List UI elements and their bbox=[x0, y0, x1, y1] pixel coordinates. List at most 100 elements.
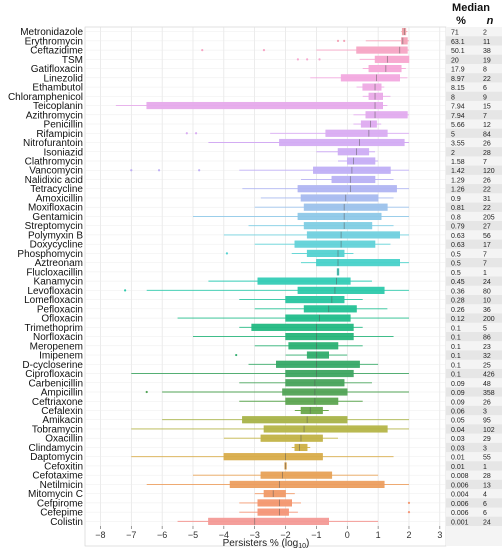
table-header-median: Median bbox=[452, 2, 490, 14]
drug-label: Linezolid bbox=[44, 73, 83, 84]
median-percent-value: 0.006 bbox=[451, 510, 469, 517]
n-value: 7 bbox=[483, 159, 487, 166]
box bbox=[257, 277, 351, 285]
drug-label: Phosphomycin bbox=[17, 249, 83, 260]
x-tick-label: 1 bbox=[376, 530, 381, 540]
median-percent-value: 0.09 bbox=[451, 381, 465, 388]
drug-label: Metronidazole bbox=[20, 27, 83, 38]
drug-label: Amoxicillin bbox=[36, 193, 83, 204]
n-value: 22 bbox=[483, 205, 491, 212]
median-percent-value: 5.66 bbox=[451, 122, 465, 129]
box-doxycycline bbox=[254, 240, 391, 248]
table-stripe bbox=[446, 202, 502, 212]
n-value: 12 bbox=[483, 122, 491, 129]
n-value: 2 bbox=[483, 30, 487, 37]
n-value: 7 bbox=[483, 113, 487, 120]
drug-label: Vancomycin bbox=[29, 166, 83, 177]
drug-label: Colistin bbox=[50, 517, 83, 528]
box bbox=[263, 425, 388, 433]
median-percent-value: 0.8 bbox=[451, 214, 461, 221]
median-percent-value: 1.29 bbox=[451, 177, 465, 184]
outlier-point bbox=[407, 511, 411, 514]
n-value: 48 bbox=[483, 381, 491, 388]
median-percent-value: 0.01 bbox=[451, 464, 465, 471]
median-percent-value: 0.81 bbox=[451, 205, 465, 212]
table-header-n: n bbox=[487, 15, 494, 27]
x-axis-title-subscript: 10 bbox=[298, 543, 306, 550]
box bbox=[306, 351, 330, 359]
table-stripe bbox=[446, 258, 502, 268]
box-meropenem bbox=[254, 342, 363, 350]
median-percent-value: 71 bbox=[451, 30, 459, 37]
outlier-point bbox=[130, 169, 133, 172]
box-polymyxin-b bbox=[223, 231, 409, 239]
box-levofloxacin bbox=[124, 286, 409, 294]
x-axis: −8 −7 −6 −5 −4 −3 −2 −1 0 1 2 3 bbox=[95, 526, 442, 540]
box-tobramycin bbox=[131, 425, 409, 433]
box-series bbox=[115, 28, 411, 525]
box-penicillin bbox=[353, 120, 382, 128]
median-percent-value: 7.94 bbox=[451, 104, 465, 111]
box-azithromycin bbox=[353, 111, 409, 119]
box-pefloxacin bbox=[254, 305, 388, 313]
n-value: 9 bbox=[483, 94, 487, 101]
box-aztreonam bbox=[300, 259, 409, 267]
box-norfloxacin bbox=[192, 332, 394, 341]
median-percent-value: 0.03 bbox=[451, 436, 465, 443]
drug-label: Teicoplanin bbox=[33, 101, 83, 112]
table-stripe bbox=[446, 147, 502, 157]
drug-label: Nalidixic acid bbox=[25, 175, 83, 186]
median-percent-value: 0.5 bbox=[451, 261, 461, 268]
outlier-point bbox=[124, 289, 127, 292]
drug-label: Rifampicin bbox=[36, 129, 83, 140]
table-stripe bbox=[446, 424, 502, 434]
table-stripe bbox=[446, 442, 502, 453]
drug-label: Ciprofloxacin bbox=[25, 369, 83, 380]
box-ethambutol bbox=[356, 83, 385, 91]
median-percent-value: 5 bbox=[451, 131, 455, 138]
drug-labels: MetronidazoleErythromycinCeftazidimeTSMG… bbox=[8, 27, 83, 528]
x-tick-label: −6 bbox=[157, 530, 167, 540]
drug-label: Pefloxacin bbox=[37, 304, 83, 315]
box bbox=[297, 286, 385, 294]
box bbox=[229, 480, 385, 488]
median-percent-value: 20 bbox=[451, 57, 459, 64]
n-value: 23 bbox=[483, 344, 491, 351]
outlier-point bbox=[343, 39, 346, 42]
table-stripe bbox=[446, 405, 502, 416]
n-value: 22 bbox=[483, 76, 491, 83]
box bbox=[303, 203, 388, 211]
n-value: 84 bbox=[483, 131, 491, 138]
outlier-point bbox=[185, 132, 188, 135]
box bbox=[362, 83, 382, 91]
median-percent-value: 8 bbox=[451, 94, 455, 101]
n-value: 26 bbox=[483, 399, 491, 406]
n-value: 426 bbox=[483, 372, 495, 379]
box-lomefloxacin bbox=[239, 296, 363, 304]
x-tick-label: 2 bbox=[406, 530, 411, 540]
x-tick-label: 3 bbox=[437, 530, 442, 540]
table-stripe bbox=[446, 331, 502, 342]
box bbox=[251, 323, 354, 331]
box-gentamicin bbox=[192, 212, 409, 221]
n-value: 80 bbox=[483, 288, 491, 295]
n-value: 24 bbox=[483, 279, 491, 286]
n-value: 6 bbox=[483, 85, 487, 92]
box bbox=[337, 148, 370, 156]
box-clathromycin bbox=[338, 157, 379, 165]
box-nalidixic-acid bbox=[300, 175, 394, 184]
median-percent-value: 0.1 bbox=[451, 353, 461, 360]
table-stripe bbox=[446, 368, 502, 379]
n-value: 38 bbox=[483, 48, 491, 55]
median-percent-value: 0.008 bbox=[451, 473, 469, 480]
drug-label: Isoniazid bbox=[44, 147, 83, 158]
box bbox=[276, 360, 360, 368]
n-value: 31 bbox=[483, 196, 491, 203]
drug-label: Imipenem bbox=[39, 351, 83, 362]
n-value: 27 bbox=[483, 224, 491, 231]
n-value: 1 bbox=[483, 464, 487, 471]
box bbox=[257, 508, 289, 516]
median-percent-value: 1.58 bbox=[451, 159, 465, 166]
box bbox=[365, 111, 408, 119]
box bbox=[146, 101, 383, 110]
